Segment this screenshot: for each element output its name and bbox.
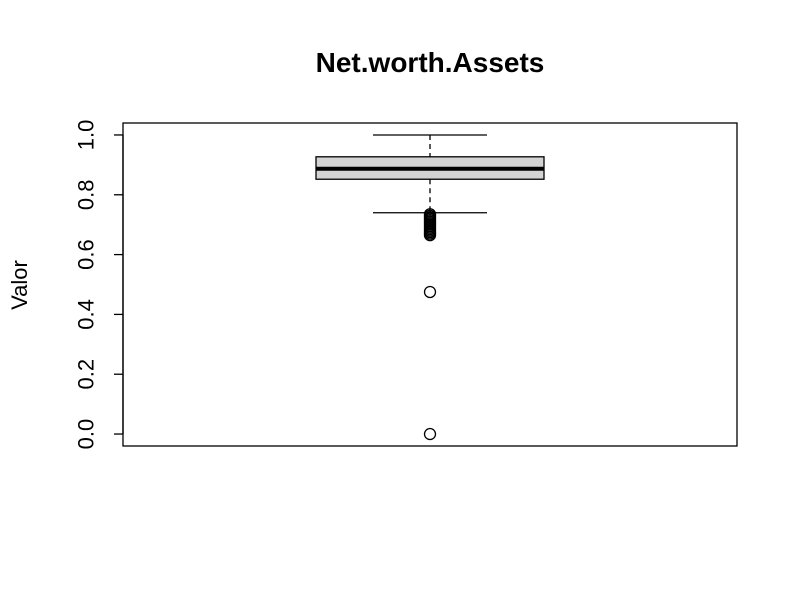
y-tick-label: 0.0	[74, 419, 99, 450]
y-tick-label: 0.4	[74, 299, 99, 330]
y-axis: 0.0 0.2 0.4 0.6 0.8 1.0	[74, 120, 124, 450]
y-tick-label: 0.2	[74, 359, 99, 390]
outlier-point	[423, 285, 437, 299]
outlier-point	[423, 229, 437, 242]
outlier-group	[423, 208, 437, 441]
box-group	[315, 134, 545, 214]
y-tick-label: 0.6	[74, 239, 99, 270]
y-tick-label: 0.8	[74, 179, 99, 210]
y-axis-label: Valor	[7, 260, 32, 310]
outlier-point	[423, 427, 437, 441]
y-tick-label: 1.0	[74, 120, 99, 151]
chart-title: Net.worth.Assets	[316, 47, 545, 78]
